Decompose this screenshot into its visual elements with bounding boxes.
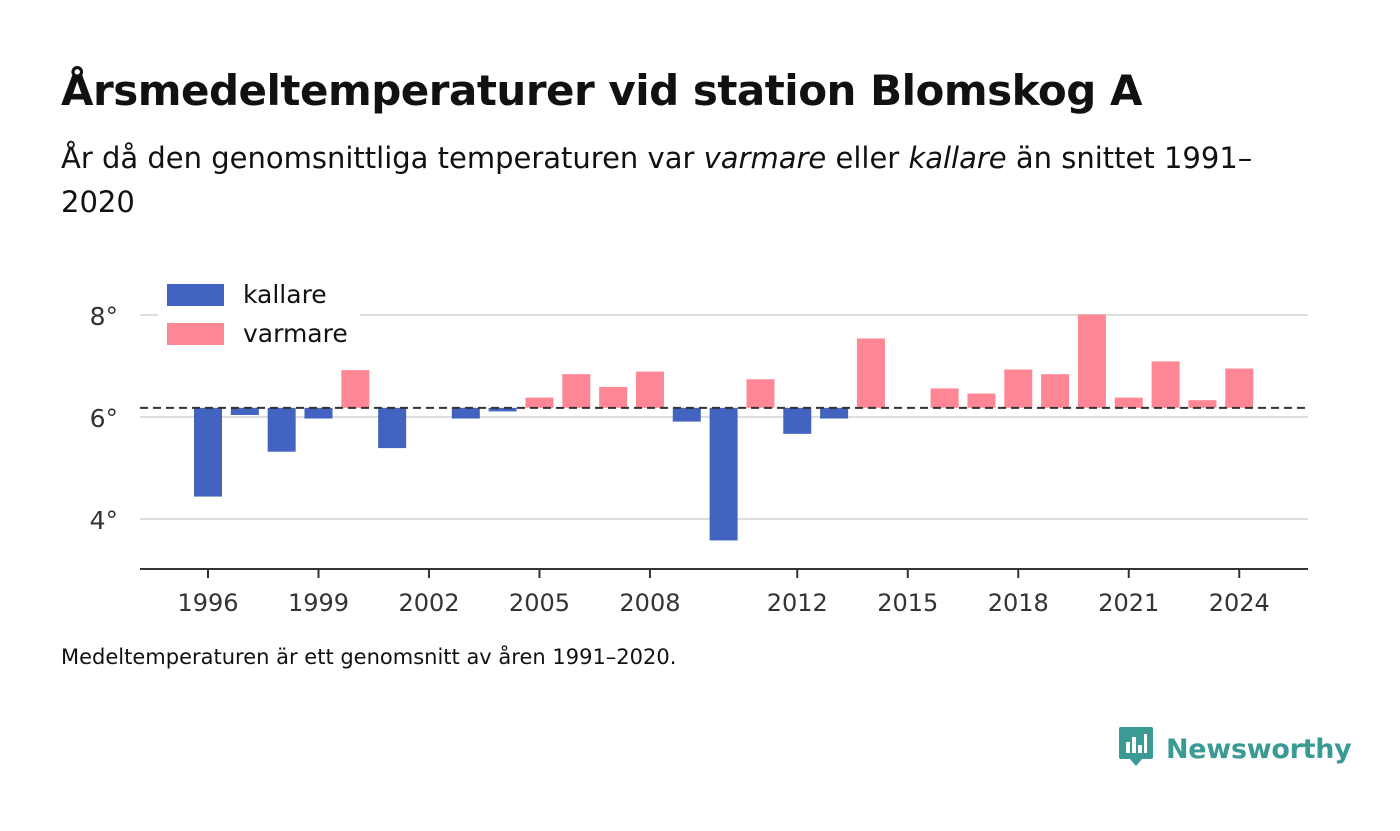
x-tick-label-2018: 2018 (988, 589, 1049, 617)
brand-name: Newsworthy (1166, 733, 1352, 765)
bar-2006 (562, 374, 591, 408)
bar-2016 (930, 388, 959, 408)
axis-ticks: 4° 6° 8° 1996 1999 2002 2005 2008 2012 2015 2018 20… (90, 302, 1270, 617)
bar-2011 (746, 379, 775, 408)
bar-2024 (1225, 368, 1254, 408)
bar-2003 (451, 407, 480, 419)
subtitle-cold-word: kallare (908, 141, 1007, 175)
y-tick-label-6: 6° (90, 404, 118, 433)
legend: kallare varmare (158, 276, 360, 353)
bar-2014 (856, 338, 885, 408)
bar-1997 (230, 407, 259, 415)
legend-swatch-kallare (167, 284, 224, 306)
bar-2012 (783, 407, 812, 434)
bar-2022 (1151, 361, 1180, 408)
bar-2018 (1004, 369, 1033, 408)
bar-2007 (599, 386, 628, 408)
bar-2005 (525, 397, 554, 408)
chart-title: Årsmedeltemperaturer vid station Blomsko… (61, 66, 1142, 115)
x-tick-label-2008: 2008 (619, 589, 680, 617)
x-tick-label-2002: 2002 (398, 589, 459, 617)
bar-2009 (672, 407, 701, 422)
bars (194, 314, 1254, 541)
newsworthy-logo-icon (1118, 725, 1154, 773)
bar-2020 (1077, 314, 1106, 408)
subtitle-text-after: än snittet 1991–2020 (61, 141, 1253, 219)
bar-2008 (635, 371, 664, 408)
bar-2004 (488, 407, 517, 412)
bar-2021 (1114, 397, 1143, 408)
brand: Newsworthy (1118, 725, 1352, 773)
y-tick-label-4: 4° (90, 506, 118, 535)
subtitle-text-before: År då den genomsnittliga temperaturen va… (61, 141, 704, 175)
bar-2000 (341, 370, 370, 408)
x-tick-label-2024: 2024 (1209, 589, 1270, 617)
bar-1998 (267, 407, 296, 452)
bar-2001 (378, 407, 407, 449)
legend-swatch-varmare (167, 323, 224, 345)
subtitle-text-middle: eller (826, 141, 909, 175)
x-tick-label-1996: 1996 (177, 589, 238, 617)
chart-subtitle: År då den genomsnittliga temperaturen va… (61, 136, 1291, 224)
legend-label-varmare: varmare (243, 319, 348, 348)
bar-1996 (194, 407, 222, 497)
x-tick-label-2012: 2012 (767, 589, 828, 617)
x-tick-label-1999: 1999 (288, 589, 349, 617)
bar-2023 (1188, 400, 1217, 408)
legend-label-kallare: kallare (243, 280, 327, 309)
subtitle-warm-word: varmare (703, 141, 827, 175)
x-tick-label-2021: 2021 (1098, 589, 1159, 617)
x-tick-label-2015: 2015 (877, 589, 938, 617)
bar-1999 (304, 407, 333, 419)
footnote: Medeltemperaturen är ett genomsnitt av å… (61, 645, 677, 669)
x-tick-label-2005: 2005 (509, 589, 570, 617)
bar-2017 (967, 393, 996, 408)
y-tick-label-8: 8° (90, 302, 118, 331)
bar-2019 (1041, 374, 1070, 408)
bar-2010 (709, 407, 738, 541)
bar-2013 (820, 407, 849, 419)
